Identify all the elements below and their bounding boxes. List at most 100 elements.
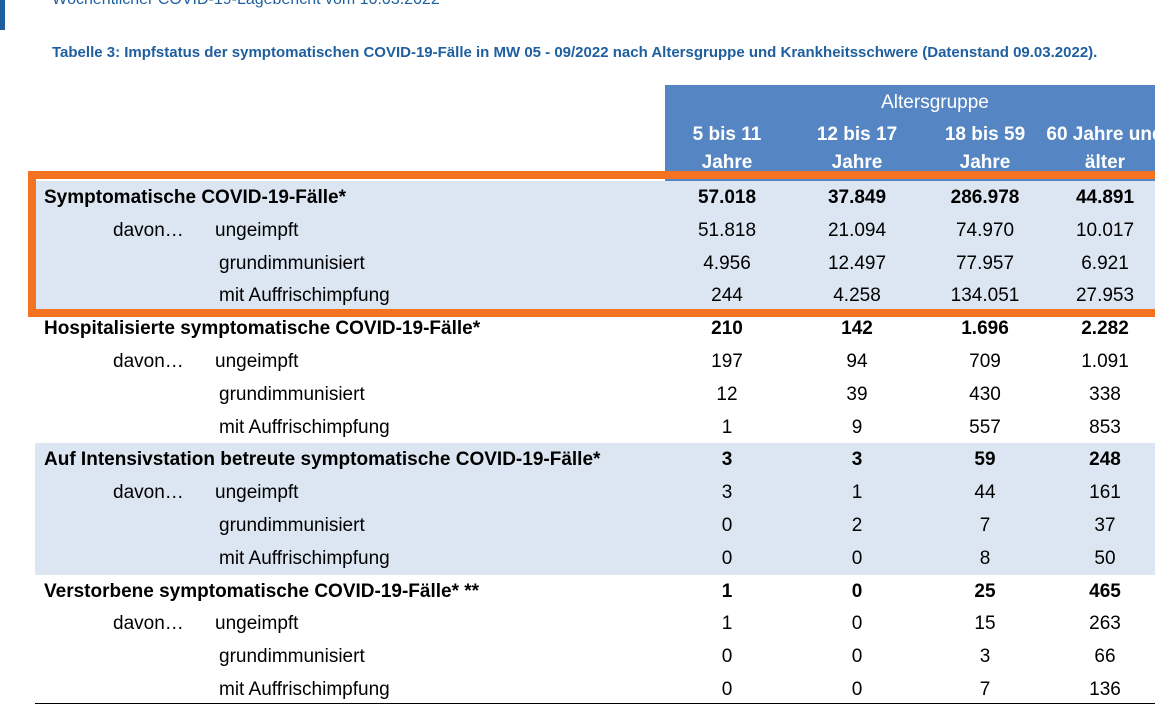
value-cell: 9 <box>851 416 863 438</box>
sub-row: grundimmunisiert 0 0 3 66 <box>35 640 1155 673</box>
value-cell: 0 <box>851 646 863 668</box>
value-cell: 0 <box>721 547 733 569</box>
column-header: 12 bis 17 Jahre <box>816 124 898 173</box>
value-cell: 39 <box>846 383 868 405</box>
sub-row: davon… ungeimpft 1 0 15 263 <box>35 607 1155 640</box>
group-row: Auf Intensivstation betreute symptomatis… <box>35 443 1155 477</box>
value-cell: 1.696 <box>961 318 1009 340</box>
value-cell: 15 <box>974 613 996 635</box>
value-cell: 1 <box>721 580 733 602</box>
table-caption: Tabelle 3: Impfstatus der symptomatische… <box>52 44 1098 61</box>
value-cell: 0 <box>721 515 733 536</box>
left-bar <box>0 0 5 30</box>
value-cell: 44.891 <box>1075 187 1135 208</box>
sub-row: mit Auffrischimpfung 0 0 7 136 <box>35 673 1155 706</box>
value-cell: 74.970 <box>955 219 1015 241</box>
value-cell: 8 <box>979 547 991 569</box>
value-cell: 709 <box>969 351 1001 372</box>
value-cell: 51.818 <box>697 219 757 241</box>
row-label: mit Auffrischimpfung <box>219 416 390 438</box>
group-row: Symptomatische COVID-19-Fälle* 57.018 37.8… <box>35 181 1155 214</box>
value-cell: 1 <box>721 613 733 635</box>
value-cell: 77.957 <box>955 252 1015 274</box>
value-cell: 286.978 <box>950 187 1020 208</box>
row-label: grundimmunisiert <box>219 252 365 274</box>
value-cell: 853 <box>1089 416 1121 438</box>
group-label: Verstorbene symptomatische COVID-19-Fäll… <box>44 580 480 602</box>
sub-row: grundimmunisiert 12 39 430 338 <box>35 378 1155 411</box>
header-block <box>665 85 1155 181</box>
value-cell: 0 <box>851 580 863 602</box>
value-cell: 465 <box>1089 580 1121 602</box>
value-cell: 12 <box>716 383 738 405</box>
sub-row: grundimmunisiert 4.956 12.497 77.957 6.921 <box>35 246 1155 280</box>
row-label: grundimmunisiert <box>219 515 365 536</box>
value-cell: 25 <box>974 580 996 602</box>
column-header: 5 bis 11 Jahre <box>692 124 762 173</box>
value-cell: 59 <box>974 449 996 471</box>
value-cell: 2 <box>851 515 863 536</box>
value-cell: 3 <box>721 449 733 471</box>
sub-row: mit Auffrischimpfung 1 9 557 853 <box>35 411 1155 444</box>
value-cell: 0 <box>851 547 863 569</box>
value-cell: 244 <box>711 285 743 307</box>
value-cell: 44 <box>974 482 996 504</box>
row-label: ungeimpft <box>215 219 299 241</box>
value-cell: 3 <box>979 646 991 668</box>
group-row: Hospitalisierte symptomatische COVID-19-… <box>35 312 1155 345</box>
value-cell: 94 <box>846 351 868 372</box>
value-cell: 142 <box>841 318 873 340</box>
value-cell: 1 <box>721 416 733 438</box>
value-cell: 37.849 <box>827 187 887 208</box>
value-cell: 134.051 <box>950 285 1020 307</box>
row-prefix: davon… <box>113 351 184 372</box>
value-cell: 0 <box>851 679 863 700</box>
value-cell: 136 <box>1089 679 1121 700</box>
group-row: Verstorbene symptomatische COVID-19-Fäll… <box>35 575 1155 608</box>
row-label: mit Auffrischimpfung <box>219 547 390 569</box>
value-cell: 197 <box>711 351 743 372</box>
value-cell: 27.953 <box>1075 285 1135 307</box>
row-label: grundimmunisiert <box>219 383 365 405</box>
value-cell: 248 <box>1089 449 1121 471</box>
value-cell: 0 <box>721 646 733 668</box>
value-cell: 12.497 <box>827 252 887 274</box>
sub-row: davon… ungeimpft 51.818 21.094 74.970 10.017 <box>35 213 1155 247</box>
value-cell: 430 <box>969 383 1001 405</box>
highlight-box <box>28 171 1155 317</box>
value-cell: 66 <box>1094 646 1116 668</box>
value-cell: 161 <box>1089 482 1121 504</box>
group-label: Auf Intensivstation betreute symptomatis… <box>44 449 601 471</box>
sub-row: davon… ungeimpft 197 94 709 1.091 <box>35 345 1155 378</box>
value-cell: 4.956 <box>703 252 751 274</box>
row-prefix: davon… <box>113 613 184 635</box>
row-label: ungeimpft <box>215 613 299 635</box>
row-label: mit Auffrischimpfung <box>219 285 390 307</box>
row-prefix: davon… <box>113 219 184 241</box>
value-cell: 7 <box>979 679 991 700</box>
value-cell: 57.018 <box>697 187 757 208</box>
value-cell: 7 <box>979 515 991 536</box>
value-cell: 37 <box>1094 515 1116 536</box>
row-label: grundimmunisiert <box>219 646 365 668</box>
sub-row: davon… ungeimpft 3 1 44 161 <box>35 476 1155 510</box>
value-cell: 210 <box>711 318 743 340</box>
value-cell: 2.282 <box>1081 318 1129 340</box>
sub-row: mit Auffrischimpfung 0 0 8 50 <box>35 541 1155 575</box>
group-label: Hospitalisierte symptomatische COVID-19-… <box>44 318 481 340</box>
value-cell: 1 <box>851 482 863 504</box>
value-cell: 21.094 <box>827 219 887 241</box>
value-cell: 3 <box>851 449 863 471</box>
column-header: 18 bis 59 Jahre <box>944 124 1026 173</box>
value-cell: 1.091 <box>1081 351 1129 372</box>
value-cell: 338 <box>1089 383 1121 405</box>
value-cell: 6.921 <box>1081 252 1129 274</box>
row-label: ungeimpft <box>215 351 299 372</box>
value-cell: 263 <box>1089 613 1121 635</box>
column-header: 60 Jahre und älter <box>1046 124 1155 173</box>
value-cell: 0 <box>851 613 863 635</box>
row-label: mit Auffrischimpfung <box>219 679 390 700</box>
value-cell: 4.258 <box>833 285 881 307</box>
value-cell: 50 <box>1094 547 1116 569</box>
